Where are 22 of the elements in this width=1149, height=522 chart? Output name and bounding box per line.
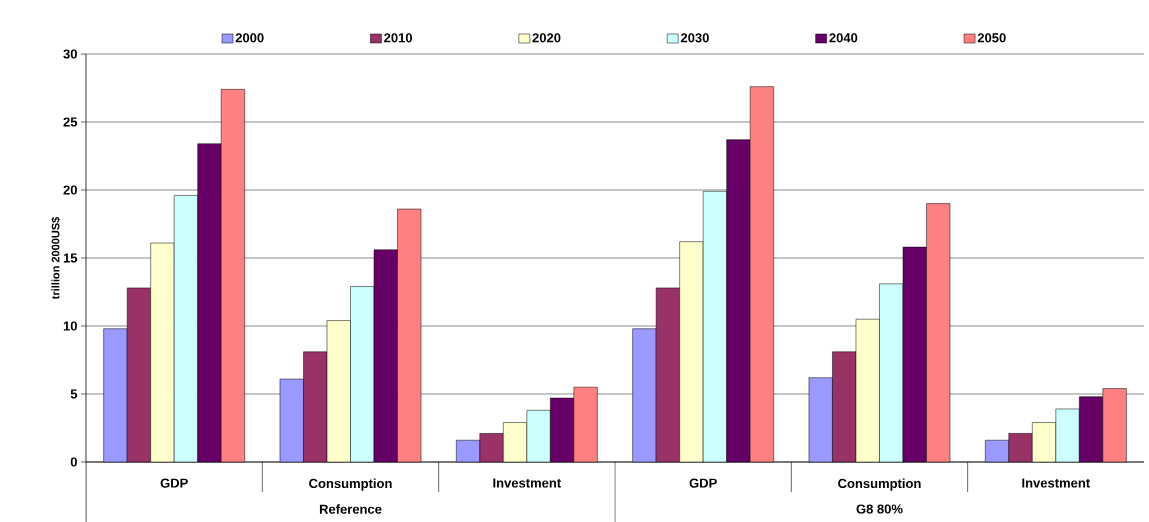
legend-label: 2010: [384, 33, 413, 43]
x-tick-label: Consumption: [838, 478, 921, 491]
legend-label: 2030: [680, 33, 709, 43]
y-tick-label: 5: [70, 389, 78, 399]
y-axis-title: trillion 2000US$: [51, 216, 61, 300]
x-tick-label: Investment: [1022, 478, 1090, 488]
y-tick-label: 25: [63, 117, 78, 127]
y-tick-label: 20: [63, 185, 77, 195]
legend-label: 2050: [977, 33, 1006, 43]
x-tick-label: Consumption: [309, 478, 392, 491]
x-tick-label: GDP: [689, 478, 717, 488]
legend-label: 2040: [829, 33, 858, 43]
text: Reference: [319, 504, 382, 514]
legend-label: 2020: [532, 33, 561, 43]
x-tick-label: Investment: [493, 478, 561, 488]
legend-label: 2000: [235, 33, 264, 43]
y-tick-label: 0: [70, 457, 77, 467]
y-tick-label: 30: [63, 49, 77, 59]
y-tick-label: 10: [63, 321, 77, 331]
y-tick-label: 15: [63, 253, 78, 263]
x-tick-label: GDP: [160, 478, 188, 488]
text: G8 80%: [856, 504, 903, 514]
